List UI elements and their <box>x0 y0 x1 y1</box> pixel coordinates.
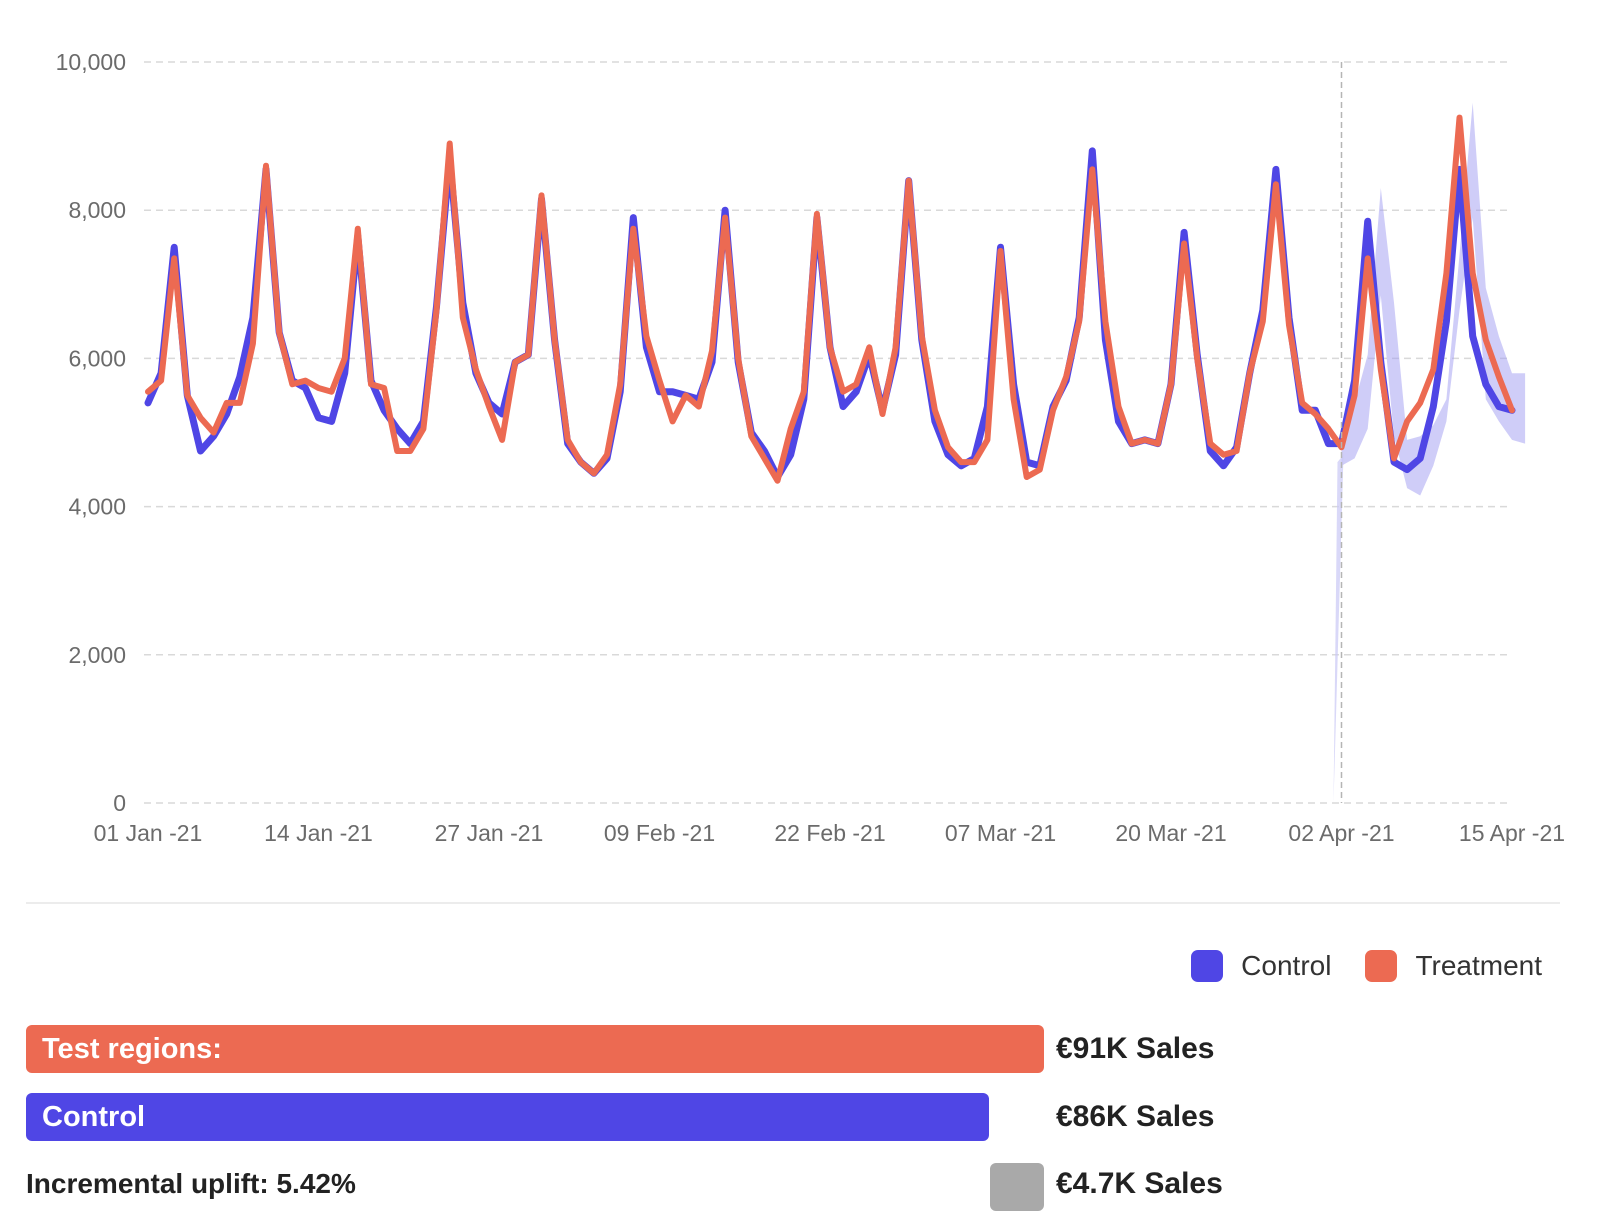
band-spike <box>1333 454 1344 803</box>
control-value: €86K Sales <box>1056 1100 1215 1133</box>
control-swatch <box>1191 950 1224 982</box>
legend-item-treatment[interactable]: Treatment <box>1365 950 1542 982</box>
y-tick-label: 8,000 <box>68 197 126 223</box>
incremental-uplift-label: Incremental uplift: 5.42% <box>26 1168 356 1199</box>
test-regions-bar: Test regions: <box>26 1025 1044 1073</box>
control-bar-label: Control <box>42 1101 146 1133</box>
legend-item-control[interactable]: Control <box>1191 950 1331 982</box>
x-tick-label: 27 Jan -21 <box>435 820 544 846</box>
control-bar: Control <box>26 1093 989 1141</box>
uplift-swatch <box>990 1163 1044 1211</box>
confidence-band <box>1333 102 1526 803</box>
treatment-line <box>145 114 1515 484</box>
y-tick-label: 10,000 <box>56 49 126 75</box>
y-tick-label: 4,000 <box>68 494 126 520</box>
legend-treatment-label: Treatment <box>1415 950 1542 981</box>
x-tick-label: 09 Feb -21 <box>604 820 715 846</box>
treatment-swatch <box>1365 950 1398 982</box>
x-tick-label: 20 Mar -21 <box>1115 820 1226 846</box>
x-tick-label: 01 Jan -21 <box>94 820 203 846</box>
legend-control-label: Control <box>1241 950 1332 981</box>
control-confidence-band <box>1341 102 1526 496</box>
legend: Control Treatment <box>1157 950 1542 982</box>
divider <box>26 902 1560 904</box>
test-regions-label: Test regions: <box>42 1033 222 1065</box>
y-tick-label: 6,000 <box>68 345 126 371</box>
control-line <box>144 147 1516 481</box>
line-chart: 0 2,000 4,000 6,000 8,000 10,000 01 Jan -21 14… <box>56 49 1565 846</box>
y-tick-label: 0 <box>113 790 126 816</box>
series-lines <box>144 114 1516 484</box>
y-axis-ticks: 0 2,000 4,000 6,000 8,000 10,000 <box>56 49 126 816</box>
x-tick-label: 14 Jan -21 <box>264 820 373 846</box>
x-tick-label: 22 Feb -21 <box>774 820 885 846</box>
y-tick-label: 2,000 <box>68 642 126 668</box>
test-regions-value: €91K Sales <box>1056 1032 1215 1065</box>
gridlines <box>144 61 1512 804</box>
x-tick-label: 02 Apr -21 <box>1288 820 1394 846</box>
x-axis-ticks: 01 Jan -21 14 Jan -21 27 Jan -21 09 Feb -21… <box>94 820 1565 846</box>
uplift-value: €4.7K Sales <box>1056 1167 1223 1200</box>
x-tick-label: 07 Mar -21 <box>945 820 1056 846</box>
x-tick-label: 15 Apr -21 <box>1459 820 1565 846</box>
